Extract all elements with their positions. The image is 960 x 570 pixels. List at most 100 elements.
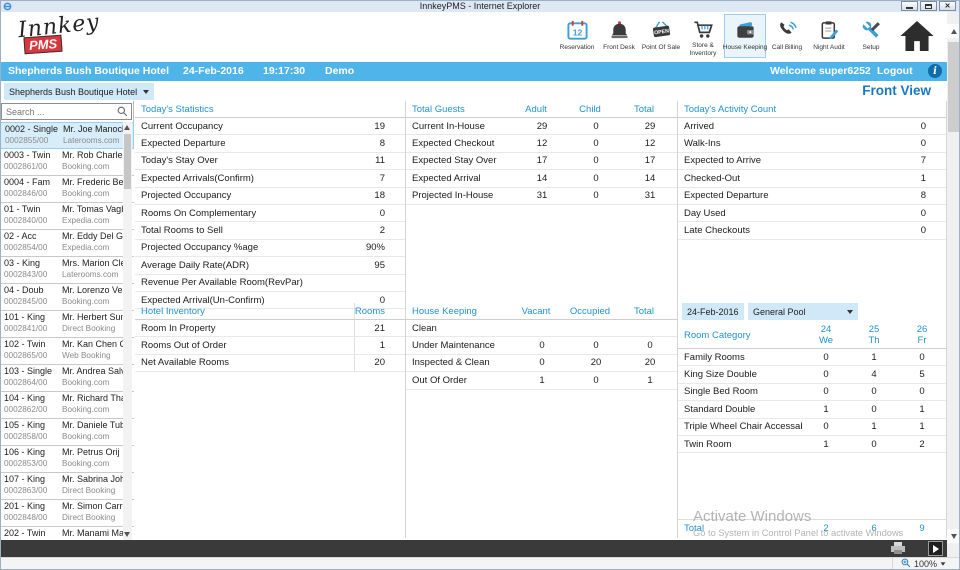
section-header: Total Guests Adult Child Total <box>406 101 677 118</box>
toolbar-item-front-desk[interactable]: Front Desk <box>598 14 640 58</box>
row-label: Day Used <box>684 207 726 219</box>
room-list-item[interactable]: 104 - King Mr. Richard Thain 0002862/00 … <box>0 392 134 419</box>
room-list-scrollbar[interactable] <box>123 122 132 540</box>
table-row: Under Maintenance 0 0 0 <box>406 337 677 355</box>
calendar-icon: 12 <box>566 17 589 43</box>
availability-count: 1 <box>919 403 925 415</box>
page-title: Front View <box>862 83 931 98</box>
scroll-down-icon[interactable] <box>124 532 130 537</box>
room-list-item[interactable]: 102 - Twin Mr. Kan Chen Cheng 0002865/00… <box>0 338 134 365</box>
booking-channel: Booking.com <box>62 378 110 387</box>
scroll-down-icon[interactable] <box>947 529 960 543</box>
room-list-item[interactable]: 03 - King Mrs. Marion Cleaver 0002843/00… <box>0 257 134 284</box>
toolbar-item-store-inventory[interactable]: Store & Inventory <box>682 14 724 58</box>
close-icon[interactable]: ✕ <box>939 1 956 11</box>
info-hotel-name: Shepherds Bush Boutique Hotel <box>8 65 170 77</box>
toolbar-item-night-audit[interactable]: Night Audit <box>808 14 850 58</box>
search-icon[interactable] <box>117 106 128 117</box>
table-row: Expected Checkout 12 0 12 <box>406 135 677 153</box>
zoom-control[interactable]: 100% <box>891 558 946 570</box>
guest-name: Mr. Rob Charlesworth <box>62 150 124 160</box>
table-row: Expected Arrivals(Confirm) 7 <box>135 170 405 188</box>
booking-id: 0002840/00 <box>4 216 48 225</box>
logout-button[interactable]: Logout <box>877 65 913 77</box>
section-header: Today's Activity Count <box>678 101 946 118</box>
room-list-item[interactable]: 107 - King Mr. Sabrina Johnson 0002863/0… <box>0 473 134 500</box>
room-list-item[interactable]: 0004 - Fam Mr. Frederic Bertome 0002846/… <box>0 176 134 203</box>
date-value: 24-Feb-2016 <box>687 306 739 317</box>
section-title: Total Guests <box>412 103 465 115</box>
child-count: 0 <box>593 155 599 167</box>
table-row: Total Rooms to Sell 2 <box>135 222 405 240</box>
room-list-item[interactable]: 01 - Twin Mr. Tomas Vagberg 0002840/00 E… <box>0 203 134 230</box>
room-number: 105 - King <box>4 420 46 430</box>
room-number: 101 - King <box>4 312 46 322</box>
room-list-item[interactable]: 202 - Twin Mr. Manami Maitoko <box>0 527 134 540</box>
availability-count: 4 <box>871 369 877 381</box>
scroll-up-icon[interactable] <box>124 125 130 130</box>
room-list-item[interactable]: 106 - King Mr. Petrus Orij 0002853/00 Bo… <box>0 446 134 473</box>
room-list-item[interactable]: 105 - King Mr. Daniele Tubia 0002858/00 … <box>0 419 134 446</box>
scrollbar-thumb[interactable] <box>124 134 131 189</box>
booking-id: 0002845/00 <box>4 297 48 306</box>
child-count: 0 <box>593 120 599 132</box>
room-list-item[interactable]: 0003 - Twin Mr. Rob Charlesworth 0002861… <box>0 149 134 176</box>
table-row: Arrived 0 <box>678 118 946 136</box>
room-number: 202 - Twin <box>4 528 46 538</box>
chevron-down-icon <box>847 309 853 314</box>
room-number: 0002 - Single <box>5 124 59 134</box>
minimize-icon[interactable] <box>901 1 918 11</box>
total-count: 31 <box>644 190 656 202</box>
total-count: 12 <box>644 138 656 150</box>
table-row: Standard Double 1 0 1 <box>678 401 946 419</box>
room-list-item[interactable]: 02 - Acc Mr. Eddy Del Gallo 0002854/00 E… <box>0 230 134 257</box>
toolbar-item-setup[interactable]: Setup <box>850 14 892 58</box>
date-picker[interactable]: 24-Feb-2016 <box>682 303 744 320</box>
room-list-item[interactable]: 101 - King Mr. Herbert Summ 0002841/00 D… <box>0 311 134 338</box>
booking-id: 0002863/00 <box>4 486 48 495</box>
play-button[interactable] <box>928 541 943 556</box>
availability-count: 0 <box>871 403 877 415</box>
maximize-icon[interactable] <box>920 1 937 11</box>
row-label: Expected to Arrive <box>684 155 762 167</box>
table-row: Triple Wheel Chair Accessable 0 1 1 <box>678 419 946 436</box>
table-row: Net Available Rooms 20 <box>135 354 405 373</box>
room-list-item[interactable]: 201 - King Mr. Simon Carr 0002848/00 Dir… <box>0 500 134 527</box>
search-input[interactable] <box>2 106 117 117</box>
status-bar: 100% <box>0 557 960 570</box>
column-header: Occupied <box>569 305 611 317</box>
home-button[interactable] <box>897 18 937 58</box>
info-icon[interactable] <box>928 64 942 78</box>
toolbar-item-point-of-sale[interactable]: OPEN Point Of Sale <box>640 14 682 58</box>
room-number: 102 - Twin <box>4 339 46 349</box>
panel-todays-statistics: Today's Statistics Current Occupancy 19 … <box>135 101 405 538</box>
toolbar-item-reservation[interactable]: 12 Reservation <box>556 14 598 58</box>
row-value: 1 <box>354 337 399 354</box>
hotel-inventory-table: Room In Property 21 Rooms Out of Order 1… <box>135 320 405 373</box>
info-mode-badge: Demo <box>325 65 355 77</box>
room-number: 02 - Acc <box>4 231 37 241</box>
bell-icon <box>608 17 631 43</box>
scroll-up-icon[interactable] <box>947 24 960 38</box>
toolbar-item-call-billing[interactable]: Call Billing <box>766 14 808 58</box>
section-header: Today's Statistics <box>135 101 405 118</box>
row-label: Rooms Out of Order <box>141 340 227 352</box>
page-scrollbar[interactable] <box>947 12 960 557</box>
svg-text:12: 12 <box>572 27 582 37</box>
wallet-icon <box>734 17 757 43</box>
table-row: Late Checkouts 0 <box>678 222 946 240</box>
adult-count: 12 <box>536 138 548 150</box>
room-list-item[interactable]: 0002 - Single Mr. Joe Manock 0002855/00 … <box>0 122 134 149</box>
hotel-selector-dropdown[interactable]: Shepherds Bush Boutique Hotel <box>4 83 154 100</box>
room-number: 03 - King <box>4 258 41 268</box>
printer-icon[interactable] <box>891 542 905 554</box>
booking-channel: Direct Booking <box>62 513 116 522</box>
toolbar: Innkey PMS 12 Reservation Front Desk OPE… <box>0 10 947 62</box>
toolbar-item-house-keeping[interactable]: House Keeping <box>723 14 767 58</box>
room-list-item[interactable]: 04 - Doub Mr. Lorenzo Ventura 0002845/00… <box>0 284 134 311</box>
table-row: Single Bed Room 0 0 0 <box>678 384 946 402</box>
pool-dropdown[interactable]: General Pool <box>748 303 858 320</box>
room-list-item[interactable]: 103 - Single Mr. Andrea Salvador 0002864… <box>0 365 134 392</box>
table-row: Out Of Order 1 0 1 <box>406 372 677 390</box>
scrollbar-thumb[interactable] <box>948 42 959 132</box>
